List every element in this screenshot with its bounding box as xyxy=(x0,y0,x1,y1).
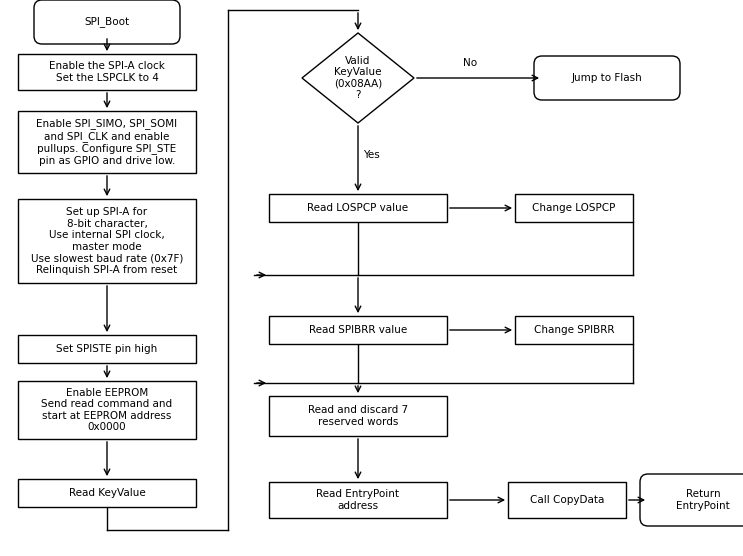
Bar xyxy=(18,199,196,283)
Text: Read SPIBRR value: Read SPIBRR value xyxy=(309,325,407,335)
Text: Change LOSPCP: Change LOSPCP xyxy=(532,203,616,213)
Bar xyxy=(18,111,196,173)
Text: Jump to Flash: Jump to Flash xyxy=(571,73,643,83)
FancyBboxPatch shape xyxy=(640,474,743,526)
Bar xyxy=(18,335,196,363)
Text: Enable SPI_SIMO, SPI_SOMI
and SPI_CLK and enable
pullups. Configure SPI_STE
pin : Enable SPI_SIMO, SPI_SOMI and SPI_CLK an… xyxy=(36,118,178,166)
Bar xyxy=(269,194,447,222)
Bar xyxy=(269,482,447,518)
Text: Return
EntryPoint: Return EntryPoint xyxy=(676,489,730,511)
Bar xyxy=(269,396,447,436)
Text: Read KeyValue: Read KeyValue xyxy=(68,488,146,498)
FancyBboxPatch shape xyxy=(534,56,680,100)
Text: Set up SPI-A for
8-bit character,
Use internal SPI clock,
master mode
Use slowes: Set up SPI-A for 8-bit character, Use in… xyxy=(30,207,184,275)
FancyBboxPatch shape xyxy=(34,0,180,44)
Bar xyxy=(508,482,626,518)
Text: Read and discard 7
reserved words: Read and discard 7 reserved words xyxy=(308,405,408,427)
Text: SPI_Boot: SPI_Boot xyxy=(85,17,129,27)
Text: Set SPISTE pin high: Set SPISTE pin high xyxy=(56,344,158,354)
Text: Enable the SPI-A clock
Set the LSPCLK to 4: Enable the SPI-A clock Set the LSPCLK to… xyxy=(49,61,165,83)
Text: Read EntryPoint
address: Read EntryPoint address xyxy=(317,489,400,511)
Text: Valid
KeyValue
(0x08AA)
?: Valid KeyValue (0x08AA) ? xyxy=(334,56,382,101)
Text: Change SPIBRR: Change SPIBRR xyxy=(533,325,614,335)
Text: Call CopyData: Call CopyData xyxy=(530,495,604,505)
Bar xyxy=(515,316,633,344)
Bar xyxy=(269,316,447,344)
Bar xyxy=(18,54,196,90)
Polygon shape xyxy=(302,33,414,123)
Text: No: No xyxy=(463,58,477,68)
Text: Yes: Yes xyxy=(363,150,380,160)
Bar xyxy=(18,381,196,439)
Bar xyxy=(515,194,633,222)
Text: Read LOSPCP value: Read LOSPCP value xyxy=(308,203,409,213)
Text: Enable EEPROM
Send read command and
start at EEPROM address
0x0000: Enable EEPROM Send read command and star… xyxy=(42,388,172,433)
Bar xyxy=(18,479,196,507)
